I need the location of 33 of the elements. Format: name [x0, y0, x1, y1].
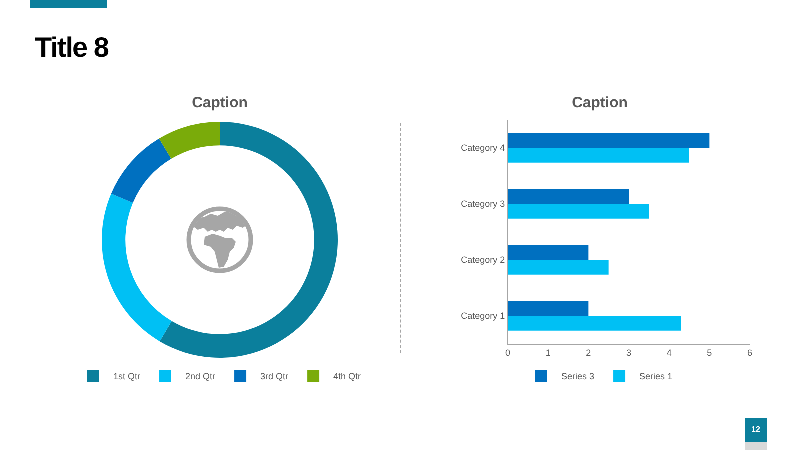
bar — [508, 189, 629, 204]
y-tick-label: Category 1 — [461, 311, 506, 322]
chart-title: Caption — [572, 94, 628, 112]
legend-label: Series 1 — [640, 372, 673, 382]
bar — [508, 133, 710, 148]
legend-label: 2nd Qtr — [186, 372, 216, 382]
bar — [508, 245, 589, 260]
x-tick-label: 5 — [707, 348, 712, 358]
text: Title 8 — [35, 31, 108, 65]
x-tick-label: 6 — [747, 348, 753, 358]
y-tick-label: Category 2 — [461, 255, 506, 266]
page-number-box: 12 — [745, 418, 767, 442]
legend-label: 3rd Qtr — [260, 372, 289, 382]
bar — [508, 316, 682, 331]
legend-label: Series 3 — [562, 372, 595, 382]
y-tick-label: Category 3 — [461, 199, 506, 210]
donut-slice — [102, 194, 172, 342]
chart-title: Caption — [192, 94, 248, 112]
x-tick-label: 0 — [505, 348, 511, 358]
donut-slice — [160, 122, 338, 358]
x-tick-label: 3 — [626, 348, 632, 358]
y-tick-label: Category 4 — [461, 143, 506, 154]
bar — [508, 204, 650, 219]
legend-label: 4th Qtr — [334, 372, 362, 382]
bar — [508, 301, 589, 316]
x-tick-label: 1 — [546, 348, 551, 358]
bar — [508, 260, 609, 275]
bar — [508, 148, 690, 163]
legend-label: 1st Qtr — [114, 372, 141, 382]
donut-slice — [159, 122, 220, 160]
x-tick-label: 4 — [666, 348, 672, 358]
donut-slice — [111, 138, 172, 204]
x-tick-label: 2 — [586, 348, 592, 358]
